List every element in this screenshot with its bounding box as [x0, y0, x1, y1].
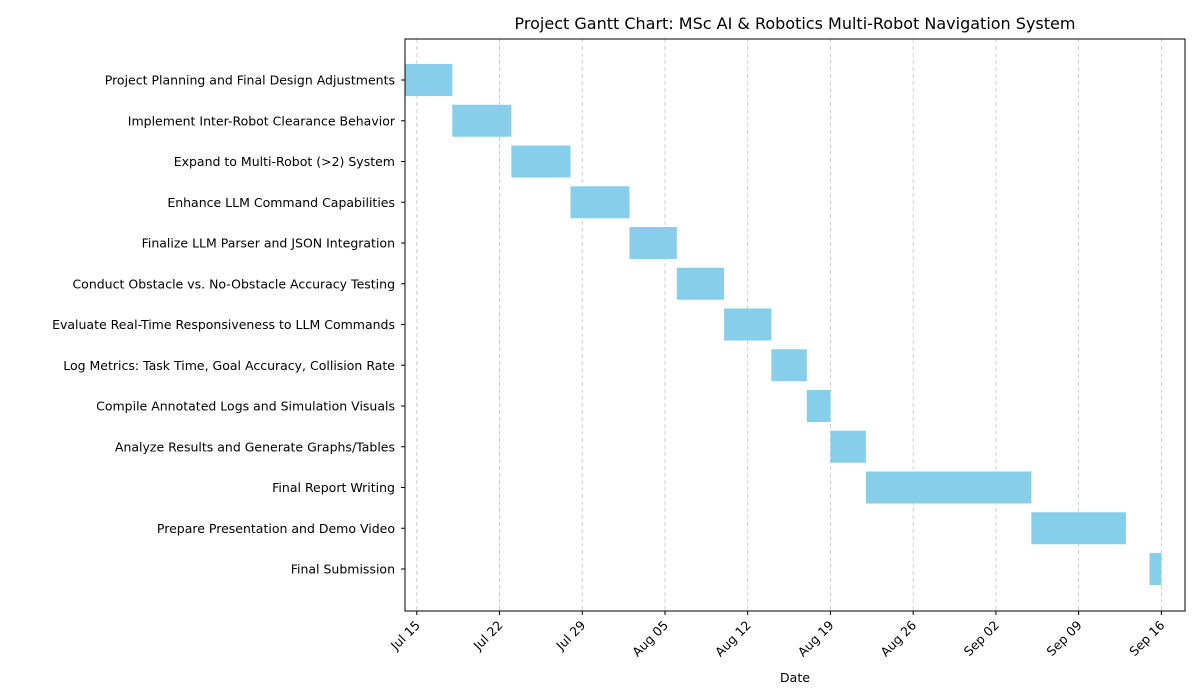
task-label: Expand to Multi-Robot (>2) System [174, 154, 395, 169]
x-tick-label: Aug 19 [795, 617, 837, 659]
x-tick-label: Jul 29 [552, 617, 588, 653]
task-bar [570, 186, 630, 219]
task-bar [511, 145, 571, 178]
task-bar [452, 104, 512, 137]
task-label: Prepare Presentation and Demo Video [157, 521, 395, 536]
x-tick-label: Sep 02 [961, 618, 1002, 659]
task-bar [405, 64, 453, 96]
task-bar [1031, 512, 1126, 545]
task-bar [830, 430, 866, 463]
x-tick-label: Aug 12 [712, 618, 754, 660]
task-label: Evaluate Real-Time Responsiveness to LLM… [52, 317, 395, 332]
task-label: Log Metrics: Task Time, Goal Accuracy, C… [63, 358, 395, 373]
task-bar [865, 471, 1032, 504]
task-label: Final Submission [291, 562, 395, 577]
task-bar [771, 349, 807, 382]
task-label: Final Report Writing [272, 480, 395, 495]
x-tick-label: Jul 22 [470, 618, 506, 654]
task-label: Implement Inter-Robot Clearance Behavior [128, 113, 396, 128]
task-label: Analyze Results and Generate Graphs/Tabl… [115, 439, 395, 454]
task-label: Finalize LLM Parser and JSON Integration [142, 236, 395, 251]
task-bar [676, 267, 725, 300]
x-tick-label: Aug 05 [629, 618, 671, 660]
task-bar [724, 308, 772, 341]
x-axis-label: Date [780, 670, 810, 685]
chart-title: Project Gantt Chart: MSc AI & Robotics M… [515, 14, 1076, 33]
x-tick-label: Sep 16 [1126, 617, 1167, 658]
x-tick-label: Sep 09 [1043, 617, 1084, 658]
task-bar [1149, 553, 1162, 585]
task-label: Conduct Obstacle vs. No-Obstacle Accurac… [72, 276, 395, 291]
task-bar [629, 227, 677, 259]
task-label: Project Planning and Final Design Adjust… [105, 73, 395, 88]
x-tick-label: Aug 26 [877, 617, 919, 659]
grid-lines [416, 39, 1162, 611]
task-label: Enhance LLM Command Capabilities [167, 195, 395, 210]
y-axis: Project Planning and Final Design Adjust… [52, 73, 405, 577]
x-axis: Jul 15 Jul 22 Jul 29 Aug 05 Aug 12 Aug 19 Aug … [387, 611, 1168, 659]
task-bar [806, 390, 831, 422]
task-bars [405, 64, 1162, 585]
task-label: Compile Annotated Logs and Simulation Vi… [96, 399, 395, 414]
x-tick-label: Jul 15 [387, 618, 423, 654]
